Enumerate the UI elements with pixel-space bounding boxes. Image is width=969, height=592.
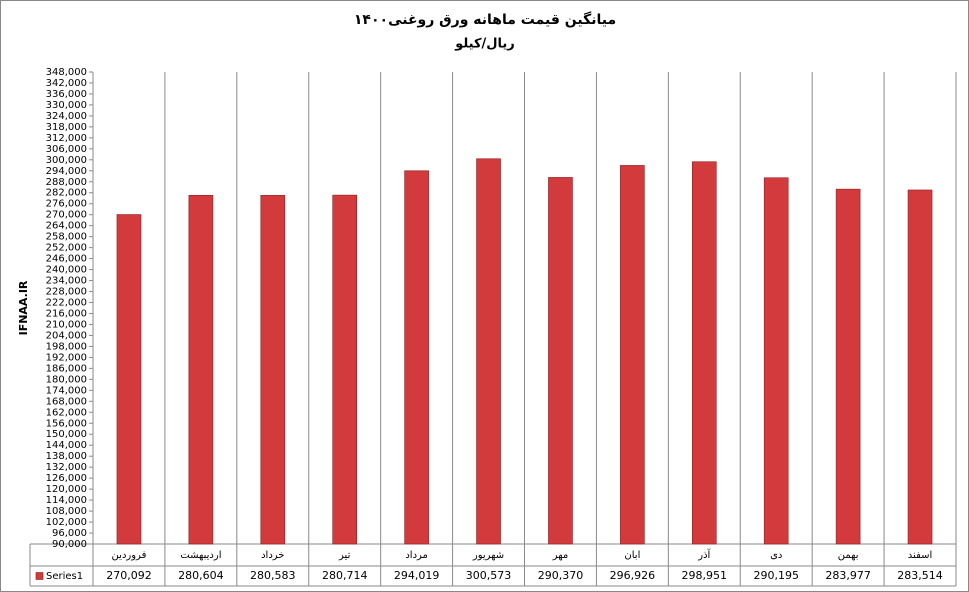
chart-title: میانگین قیمت ماهانه ورق روغنی۱۴۰۰ [354,11,616,28]
x-tick-label: شهریور [472,550,504,561]
bar [476,158,501,545]
y-tick-label: 222,000 [46,298,87,309]
data-table-value: 290,370 [538,569,584,582]
legend-label: Series1 [46,571,83,582]
data-table-value: 300,573 [466,569,512,582]
y-tick-label: 168,000 [46,396,87,407]
y-tick-label: 330,000 [46,100,87,111]
y-axis-label: IFNAA.IR [17,280,30,335]
y-tick-label: 204,000 [46,330,87,341]
y-tick-label: 108,000 [46,506,87,517]
x-tick-label: آذر [697,548,711,561]
x-tick-label: فروردین [112,550,147,561]
y-tick-label: 90,000 [52,539,87,550]
bar [116,214,142,545]
x-tick-label: مهر [552,550,568,561]
y-tick-label: 276,000 [46,199,87,210]
y-tick-label: 336,000 [46,89,87,100]
bar [620,165,645,545]
bar [404,170,429,545]
y-tick-label: 342,000 [46,78,87,89]
data-table-value: 280,583 [250,569,296,582]
y-tick-label: 246,000 [46,254,87,265]
y-tick-label: 198,000 [46,341,87,352]
y-tick-label: 192,000 [46,352,87,363]
y-tick-label: 102,000 [46,517,87,528]
y-tick-label: 150,000 [46,429,87,440]
y-tick-label: 282,000 [46,188,87,199]
y-tick-label: 306,000 [46,144,87,155]
y-tick-label: 120,000 [46,484,87,495]
x-tick-label: اسفند [908,550,932,561]
y-tick-label: 132,000 [46,462,87,473]
y-tick-label: 312,000 [46,133,87,144]
bar [548,177,573,545]
data-table-value: 294,019 [394,569,440,582]
y-tick-label: 156,000 [46,418,87,429]
data-table-value: 290,195 [753,569,799,582]
y-tick-label: 216,000 [46,308,87,319]
x-tick-label: مرداد [405,550,428,561]
y-tick-label: 126,000 [46,473,87,484]
y-tick-label: 96,000 [52,528,87,539]
data-table-value: 280,714 [322,569,368,582]
y-tick-label: 144,000 [46,440,87,451]
bar [260,195,286,545]
x-tick-label: اردیبهشت [180,550,221,561]
y-tick-label: 180,000 [46,374,87,385]
y-tick-label: 162,000 [46,407,87,418]
x-tick-label: دی [770,550,782,561]
bar [691,161,717,545]
data-table-value: 283,977 [825,569,871,582]
data-table-value: 270,092 [106,569,152,582]
y-tick-label: 186,000 [46,363,87,374]
y-tick-label: 288,000 [46,177,87,188]
legend-key [35,572,44,580]
y-tick-label: 258,000 [46,232,87,243]
bar [907,189,933,545]
y-tick-label: 264,000 [46,221,87,232]
data-table-value: 280,604 [178,569,224,582]
y-tick-label: 174,000 [46,385,87,396]
y-tick-label: 300,000 [46,155,87,166]
data-table-value: 283,514 [897,569,943,582]
data-table-value: 296,926 [610,569,656,582]
y-tick-label: 138,000 [46,451,87,462]
y-tick-label: 252,000 [46,243,87,254]
y-tick-label: 348,000 [46,67,87,78]
y-tick-label: 234,000 [46,276,87,287]
bar [835,188,861,545]
y-tick-label: 324,000 [46,111,87,122]
y-tick-label: 270,000 [46,210,87,221]
y-tick-label: 228,000 [46,287,87,298]
bar [763,177,789,545]
y-tick-label: 318,000 [46,122,87,133]
chart-subtitle: ریال/کیلو [454,37,515,52]
bar [332,194,358,545]
y-tick-label: 240,000 [46,265,87,276]
bar [188,194,214,545]
data-table-value: 298,951 [682,569,728,582]
x-tick-label: بهمن [838,550,859,561]
x-tick-label: خرداد [261,550,284,561]
x-tick-label: تیر [338,550,351,561]
y-tick-label: 294,000 [46,166,87,177]
y-tick-label: 210,000 [46,319,87,330]
x-tick-label: ابان [624,550,640,561]
y-tick-label: 114,000 [46,495,87,506]
